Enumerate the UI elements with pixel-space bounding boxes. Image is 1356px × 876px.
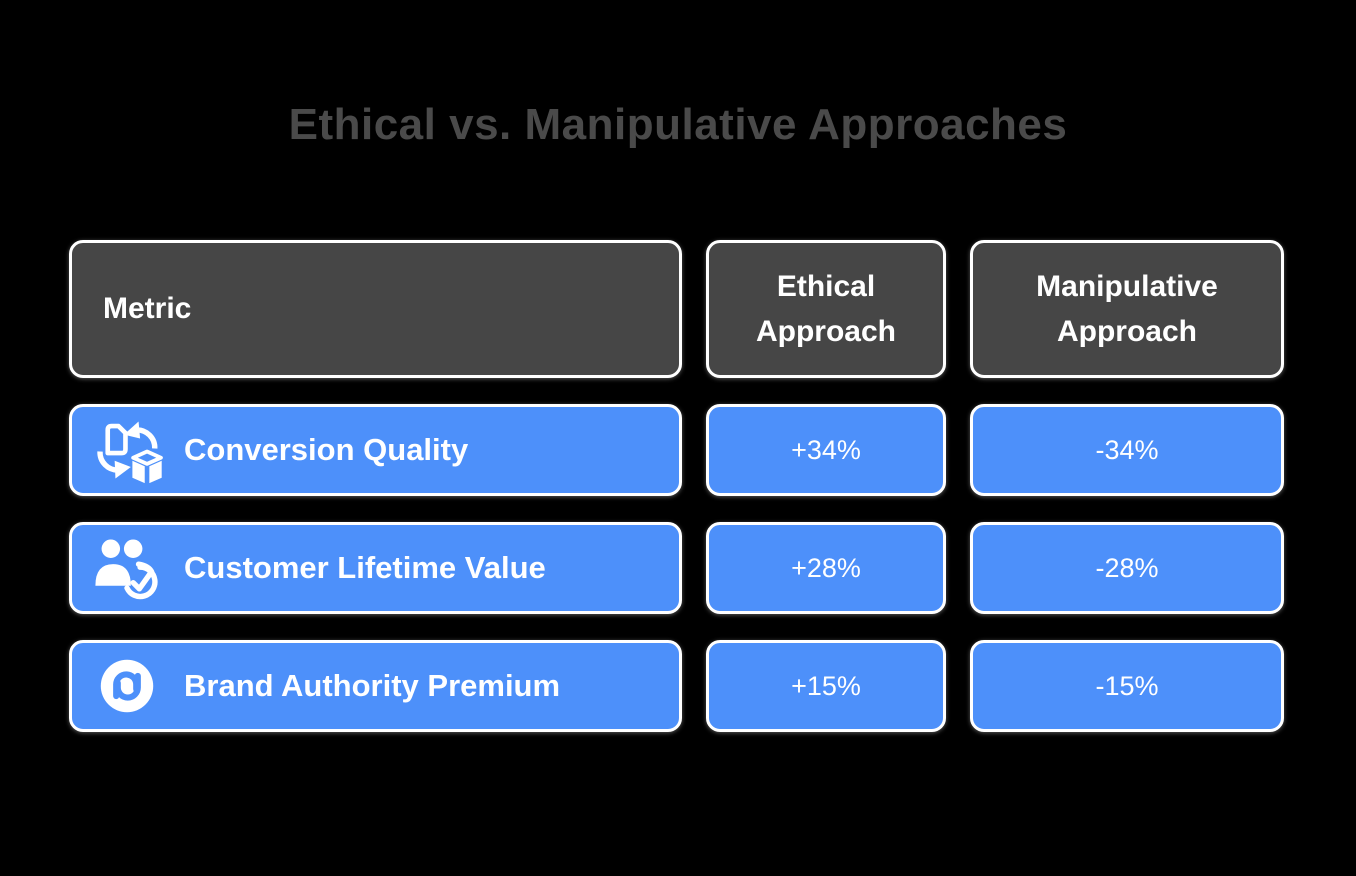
ethical-value-cell: +15% bbox=[706, 640, 946, 732]
manipulative-value-cell: -28% bbox=[970, 522, 1284, 614]
metric-cell: Customer Lifetime Value bbox=[69, 522, 682, 614]
manipulative-value: -34% bbox=[1095, 434, 1159, 465]
ethical-value-cell: +28% bbox=[706, 522, 946, 614]
ethical-value: +28% bbox=[791, 552, 861, 583]
brand-loops-icon bbox=[90, 649, 164, 723]
manipulative-value: -15% bbox=[1095, 670, 1159, 701]
conversion-sync-icon bbox=[90, 413, 164, 487]
ethical-value: +34% bbox=[791, 434, 861, 465]
metric-label: Brand Authority Premium bbox=[184, 668, 561, 703]
column-header-label: Ethical Approach bbox=[755, 270, 896, 348]
page-title: Ethical vs. Manipulative Approaches bbox=[288, 100, 1068, 149]
manipulative-value-cell: -15% bbox=[970, 640, 1284, 732]
column-header-metric: Metric bbox=[69, 240, 682, 378]
column-header-label: Metric bbox=[103, 292, 192, 325]
comparison-table: Metric Ethical Approach Manipulative App… bbox=[69, 240, 1284, 732]
manipulative-value-cell: -34% bbox=[970, 404, 1284, 496]
column-header-manipulative: Manipulative Approach bbox=[970, 240, 1284, 378]
metric-label: Customer Lifetime Value bbox=[184, 550, 546, 585]
column-header-label: Manipulative Approach bbox=[1036, 270, 1218, 348]
metric-cell: Conversion Quality bbox=[69, 404, 682, 496]
ethical-value-cell: +34% bbox=[706, 404, 946, 496]
metric-cell: Brand Authority Premium bbox=[69, 640, 682, 732]
customers-check-icon bbox=[90, 531, 164, 605]
manipulative-value: -28% bbox=[1095, 552, 1159, 583]
column-header-ethical: Ethical Approach bbox=[706, 240, 946, 378]
metric-label: Conversion Quality bbox=[184, 432, 469, 467]
ethical-value: +15% bbox=[791, 670, 861, 701]
